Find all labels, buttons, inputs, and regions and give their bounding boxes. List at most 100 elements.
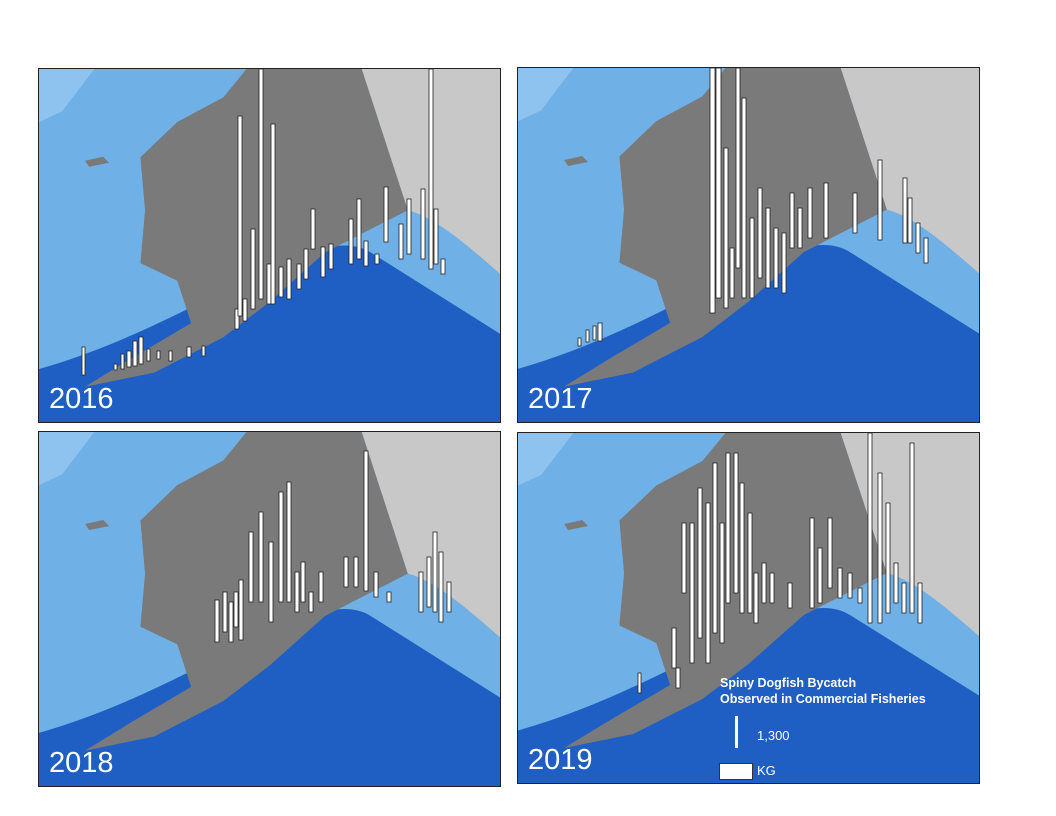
bycatch-bar [383, 186, 389, 243]
bycatch-bar [847, 572, 853, 599]
bycatch-bar [585, 329, 590, 343]
deep-ocean [39, 245, 500, 422]
bycatch-bar [715, 68, 722, 299]
bycatch-bar [353, 556, 359, 588]
bycatch-bar [446, 581, 452, 613]
bycatch-bar [398, 223, 404, 260]
island [564, 156, 589, 167]
bycatch-bar [917, 582, 923, 624]
bycatch-bar [126, 350, 132, 368]
bycatch-bar [741, 97, 747, 299]
bycatch-bar [827, 517, 833, 589]
bycatch-bar [238, 579, 244, 641]
bycatch-bar [363, 240, 369, 267]
bycatch-bar [248, 531, 254, 603]
bycatch-bar [374, 253, 380, 265]
bycatch-bar [807, 187, 813, 239]
bycatch-bar [250, 228, 256, 310]
bycatch-bar [817, 547, 823, 604]
bycatch-bar [725, 452, 731, 604]
bycatch-bar [857, 587, 863, 604]
canada-land [361, 432, 500, 638]
bycatch-bar [823, 182, 829, 239]
bycatch-bar [278, 266, 284, 298]
bycatch-bar [228, 601, 234, 643]
bycatch-bar [432, 531, 438, 613]
bycatch-bar [363, 450, 369, 592]
siberia-land [518, 433, 574, 486]
bycatch-bar [146, 348, 151, 362]
bycatch-bar [426, 556, 432, 608]
map-panel-2016: 2016 [38, 68, 501, 423]
island [564, 520, 589, 530]
bycatch-bar [156, 350, 161, 360]
bycatch-bar [320, 246, 326, 278]
bycatch-bar [809, 517, 815, 609]
bycatch-bar [348, 218, 354, 265]
bycatch-bar [440, 258, 446, 275]
bycatch-bar [712, 462, 718, 634]
bycatch-bar [852, 192, 858, 234]
map-panel-2019: 2019 Spiny Dogfish Bycatch Observed in C… [517, 432, 980, 784]
siberia-land [39, 69, 95, 122]
bycatch-bar [132, 340, 138, 367]
bycatch-bar [438, 551, 444, 623]
bycatch-bar [328, 243, 334, 270]
siberia-land [39, 432, 95, 486]
bycatch-bar [418, 571, 424, 613]
map-panel-2018: 2018 [38, 431, 501, 787]
bycatch-bar [258, 511, 264, 603]
bycatch-bar [266, 263, 272, 305]
bycatch-bar [885, 502, 891, 614]
alaska-land [564, 433, 887, 748]
bycatch-bar [747, 512, 753, 614]
bycatch-bar [386, 591, 392, 603]
bycatch-bar [258, 69, 264, 300]
bycatch-bar [681, 522, 687, 594]
bycatch-bar [278, 491, 284, 603]
bycatch-bar [201, 345, 206, 357]
deep-ocean [518, 607, 979, 783]
bycatch-bar [671, 627, 677, 669]
bycatch-bar [286, 481, 292, 603]
bycatch-bar [753, 572, 759, 624]
bycatch-bar [723, 147, 729, 309]
bycatch-bar [113, 363, 118, 371]
year-label-2016: 2016 [49, 383, 114, 415]
bycatch-bar [406, 198, 412, 255]
bycatch-bar [310, 208, 316, 250]
bycatch-bar [577, 337, 582, 347]
bycatch-bar [303, 248, 309, 280]
bycatch-bar [242, 298, 248, 322]
bycatch-bar [787, 582, 793, 609]
bycatch-bar [308, 591, 314, 613]
bycatch-bar [286, 258, 292, 300]
bycatch-bar [343, 556, 349, 588]
bycatch-bar [222, 591, 228, 633]
bycatch-bar [697, 487, 703, 639]
bycatch-bar [761, 562, 767, 604]
island [85, 520, 110, 531]
bycatch-bar [186, 346, 192, 358]
bycatch-bar [689, 522, 695, 664]
bycatch-bar [769, 572, 775, 604]
bycatch-bar [739, 482, 745, 614]
bycatch-bar [294, 571, 300, 613]
deep-ocean [518, 244, 979, 422]
bycatch-bar [433, 208, 439, 265]
bycatch-bar [789, 192, 795, 249]
legend-title-line1: Spiny Dogfish Bycatch [720, 676, 857, 690]
year-label-2017: 2017 [528, 383, 593, 415]
bycatch-bar [709, 68, 716, 314]
map-panel-2017: 2017 [517, 67, 980, 423]
legend-title-line2: Observed in Commercial Fisheries [720, 692, 926, 706]
bycatch-bar [797, 207, 803, 249]
bycatch-bar [781, 232, 787, 294]
bycatch-bar [300, 561, 306, 603]
bycatch-bar [907, 197, 913, 244]
bycatch-bar [675, 667, 681, 689]
bycatch-bar [81, 346, 86, 376]
bycatch-bar [733, 452, 739, 594]
bycatch-bar [237, 115, 243, 317]
bycatch-bar [729, 247, 735, 299]
